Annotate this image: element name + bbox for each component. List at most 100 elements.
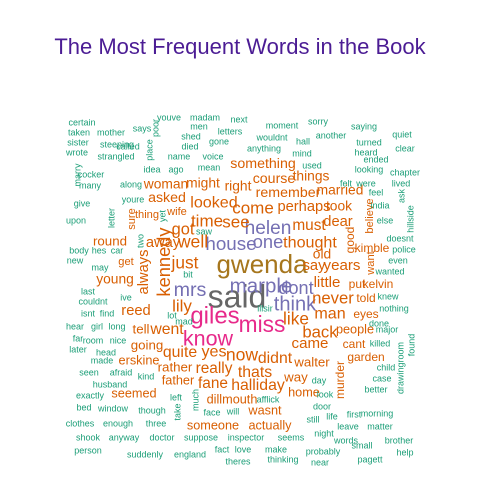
word-cocker: cocker [78, 169, 105, 179]
word-letters: letters [218, 126, 243, 136]
word-erskine: erskine [119, 353, 160, 367]
word-thats: thats [238, 364, 272, 381]
word-car: car [111, 245, 124, 255]
word-remember: remember [256, 185, 321, 201]
word-reed: reed [121, 303, 150, 319]
word-called: called [116, 141, 140, 151]
word-come: come [232, 198, 274, 217]
word-youve: youve [157, 112, 181, 122]
word-saying: saying [351, 121, 377, 131]
word-kennedy: kennedy [153, 227, 174, 297]
word-another: another [316, 130, 347, 140]
word-morning: morning [361, 408, 394, 418]
word-felt: felt [340, 178, 353, 188]
word-wife: wife [166, 206, 187, 218]
word-upon: upon [66, 215, 86, 225]
word-good: good [343, 227, 357, 254]
word-thinking: thinking [267, 454, 298, 464]
word-died: died [181, 141, 198, 151]
word-said: said [208, 278, 267, 314]
word-killed: killed [370, 338, 391, 348]
word-will: will [226, 406, 240, 416]
word-poor: poor [150, 119, 160, 137]
word-giles: giles [190, 302, 239, 329]
word-well: well [177, 232, 208, 252]
word-halliday: halliday [231, 377, 285, 394]
word-man: man [314, 304, 345, 322]
word-were: were [355, 178, 376, 188]
word-round: round [93, 234, 127, 249]
word-thought: thought [283, 233, 337, 251]
word-didnt: didnt [258, 350, 293, 367]
word-near: near [311, 457, 329, 467]
word-mad: mad [175, 316, 193, 326]
word-dont: dont [278, 278, 313, 298]
word-left: left [170, 392, 183, 402]
word-get: get [118, 256, 133, 268]
word-see: see [222, 212, 249, 231]
word-going: going [131, 338, 164, 353]
word-nice: nice [110, 335, 127, 345]
word-kimble: kimble [355, 241, 390, 255]
word-isnt: isnt [81, 308, 96, 318]
word-help: help [396, 447, 413, 457]
word-say: say [303, 258, 327, 274]
word-wasnt: wasnt [247, 403, 282, 417]
word-wouldnt: wouldnt [255, 132, 288, 142]
word-nothing: nothing [379, 303, 409, 313]
word-dillmouth: dillmouth [207, 392, 258, 406]
word-marple: marple [230, 274, 293, 297]
word-probably: probably [306, 446, 341, 456]
word-mrs: mrs [174, 279, 207, 301]
word-later: later [69, 344, 87, 354]
word-afflick: afflick [257, 394, 280, 404]
word-child: child [377, 362, 396, 372]
word-done: done [369, 318, 389, 328]
word-sure: sure [126, 208, 138, 230]
word-asked: asked [148, 190, 186, 206]
word-hillside: hillside [405, 205, 415, 233]
word-police: police [392, 244, 416, 254]
word-look: look [317, 389, 334, 399]
word-person: person [74, 445, 102, 455]
word-still: still [307, 414, 320, 424]
word-woman: woman [143, 177, 188, 192]
word-course: course [253, 171, 296, 187]
word-matter: matter [367, 421, 393, 431]
word-ask: ask [396, 189, 406, 204]
word-doctor: doctor [149, 432, 174, 442]
word-love: love [235, 444, 252, 454]
word-put: put [349, 277, 366, 291]
word-time: time [191, 211, 223, 230]
word-want: want [365, 251, 377, 275]
word-heard: heard [354, 147, 377, 157]
word-afraid: afraid [110, 367, 133, 377]
word-little: little [314, 274, 341, 291]
word-first: first [347, 409, 362, 419]
word-major: major [376, 324, 399, 334]
word-place: place [144, 139, 154, 161]
word-looked: looked [190, 193, 237, 211]
word-fane: fane [198, 375, 228, 392]
word-wrote: wrote [65, 147, 88, 157]
word-things: things [293, 169, 330, 184]
word-turned: turned [356, 137, 382, 147]
word-new: new [67, 255, 84, 265]
word-doesnt: doesnt [386, 233, 414, 243]
word-mother: mother [97, 127, 125, 137]
word-much: much [190, 389, 200, 411]
word-take: take [172, 403, 182, 420]
word-though: though [138, 405, 166, 415]
word-give: give [74, 198, 91, 208]
word-long: long [108, 321, 125, 331]
word-helen: helen [245, 218, 292, 239]
word-saw: saw [196, 226, 213, 236]
word-old: old [313, 247, 331, 262]
word-cant: cant [343, 337, 366, 351]
word-strangled: strangled [97, 151, 134, 161]
word-took: took [326, 199, 352, 214]
word-found: found [406, 334, 416, 357]
word-think: think [274, 293, 317, 315]
word-three: three [146, 418, 167, 428]
